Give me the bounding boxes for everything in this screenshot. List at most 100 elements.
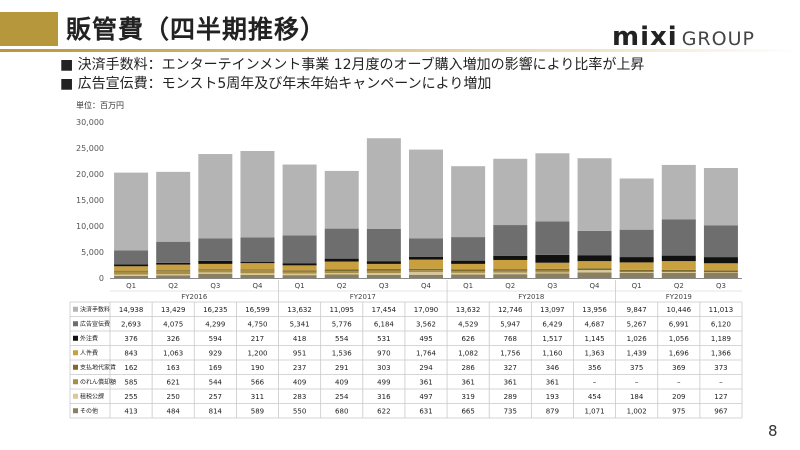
table-cell: 843 xyxy=(124,349,137,357)
table-cell: 163 xyxy=(167,364,180,372)
legend-swatch xyxy=(73,408,78,414)
table-cell: 1,439 xyxy=(627,349,647,357)
table-row-label: その他 xyxy=(80,407,98,415)
table-cell: 319 xyxy=(461,393,474,401)
table-cell: 1,764 xyxy=(416,349,437,357)
category-label: Q2 xyxy=(674,282,684,290)
table-cell: 1,071 xyxy=(585,407,605,415)
bar-segment xyxy=(366,261,401,264)
table-cell: 951 xyxy=(293,349,306,357)
bar-segment xyxy=(619,272,654,278)
bar-segment xyxy=(114,264,149,267)
table-cell: 5,947 xyxy=(500,320,520,328)
bar-segment xyxy=(703,225,738,258)
table-cell: 2,693 xyxy=(121,320,141,328)
bar-segment xyxy=(156,241,191,263)
table-cell: 217 xyxy=(251,335,264,343)
table-cell: 327 xyxy=(504,364,517,372)
table-cell: 17,090 xyxy=(414,306,439,314)
legend-swatch xyxy=(73,321,78,327)
bar-segment xyxy=(282,275,317,278)
bar-segment xyxy=(409,268,443,271)
table-cell: 4,529 xyxy=(458,320,478,328)
bar-segment xyxy=(535,221,570,255)
bar-segment xyxy=(661,272,696,278)
bar-segment xyxy=(661,269,696,272)
bar-segment xyxy=(703,257,738,264)
bar-segment xyxy=(493,225,528,256)
table-cell: 4,075 xyxy=(163,320,183,328)
table-cell: 484 xyxy=(167,407,181,415)
bar-segment xyxy=(451,274,486,278)
bar-segment xyxy=(577,270,612,273)
table-cell: 5,776 xyxy=(332,320,353,328)
bar-segment xyxy=(366,268,401,271)
table-cell: 589 xyxy=(251,407,264,415)
bar-segment xyxy=(324,269,359,272)
table-cell: 361 xyxy=(546,378,559,386)
bar-segment xyxy=(324,261,359,270)
bar-segment xyxy=(577,272,612,278)
table-cell: 622 xyxy=(377,407,390,415)
table-cell: 193 xyxy=(546,393,559,401)
bar-segment xyxy=(114,266,149,271)
bar-segment xyxy=(282,235,317,264)
bar-segment xyxy=(282,270,317,272)
table-cell: 250 xyxy=(167,393,180,401)
table-cell: 190 xyxy=(251,364,264,372)
bar-segment xyxy=(114,270,149,272)
table-cell: 1,189 xyxy=(711,335,731,343)
table-cell: 17,454 xyxy=(372,306,397,314)
table-cell: 237 xyxy=(293,364,306,372)
table-cell: 373 xyxy=(714,364,727,372)
bar-segment xyxy=(703,272,738,273)
table-cell: 361 xyxy=(461,378,474,386)
bar-segment xyxy=(198,263,233,269)
bullet-item: ■ 決済手数料：エンターテインメント事業 12月度のオーブ購入増加の影響により比… xyxy=(60,57,645,73)
table-cell: 6,120 xyxy=(711,320,731,328)
category-label: Q4 xyxy=(590,282,601,290)
table-cell: 879 xyxy=(546,407,559,415)
table-cell: 680 xyxy=(335,407,348,415)
table-cell: 544 xyxy=(209,378,223,386)
table-cell: 291 xyxy=(335,364,348,372)
bar-segment xyxy=(198,238,233,261)
table-cell: 418 xyxy=(293,335,306,343)
table-cell: 13,429 xyxy=(161,306,186,314)
bar-segment xyxy=(535,254,570,263)
table-cell: 9,847 xyxy=(627,306,647,314)
table-cell: 11,013 xyxy=(709,306,734,314)
bar-segment xyxy=(366,270,401,274)
fiscal-year-label: FY2016 xyxy=(181,293,208,301)
bar-segment xyxy=(535,270,570,273)
category-label: Q1 xyxy=(295,282,305,290)
table-cell: 16,235 xyxy=(203,306,228,314)
bar-segment xyxy=(366,228,401,262)
bar-segment xyxy=(366,138,401,229)
bar-segment xyxy=(114,275,149,278)
bar-segment xyxy=(661,261,696,270)
table-cell: 4,750 xyxy=(247,320,267,328)
bar-segment xyxy=(703,263,738,271)
bar-segment xyxy=(409,149,443,239)
table-cell: 254 xyxy=(335,393,349,401)
bar-segment xyxy=(493,269,528,271)
y-tick-label: 20,000 xyxy=(76,170,104,179)
table-cell: 1,063 xyxy=(163,349,183,357)
table-cell: 495 xyxy=(419,335,432,343)
bar-segment xyxy=(324,258,359,262)
bar-segment xyxy=(114,274,149,276)
table-cell: 409 xyxy=(293,378,306,386)
table-cell: 11,095 xyxy=(329,306,354,314)
bar-segment xyxy=(324,273,359,275)
table-cell: 12,746 xyxy=(498,306,523,314)
category-label: Q2 xyxy=(168,282,178,290)
table-cell: 929 xyxy=(209,349,222,357)
table-cell: 4,299 xyxy=(205,320,225,328)
table-cell: 1,002 xyxy=(627,407,647,415)
bar-segment xyxy=(493,158,528,226)
table-cell: 454 xyxy=(588,393,602,401)
bar-segment xyxy=(114,250,149,265)
table-cell: 346 xyxy=(546,364,560,372)
